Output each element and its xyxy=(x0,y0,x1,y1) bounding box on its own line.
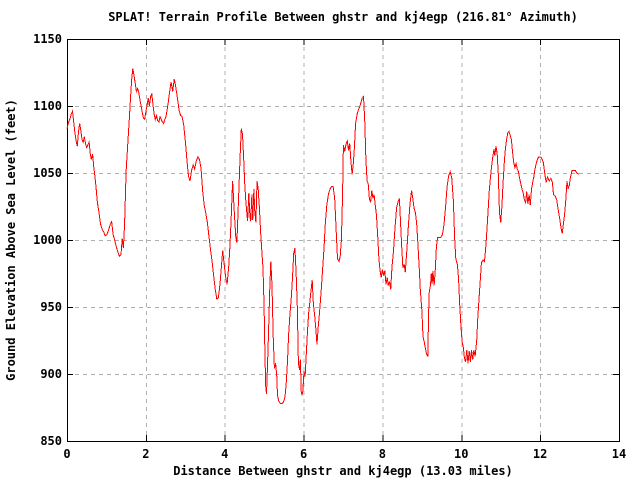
x-tick-label: 2 xyxy=(142,447,150,461)
x-tick-label: 4 xyxy=(221,447,229,461)
x-tick-label: 10 xyxy=(454,447,469,461)
x-tick-label: 14 xyxy=(611,447,627,461)
y-tick-label: 1000 xyxy=(33,233,62,247)
x-tick-label: 6 xyxy=(299,447,308,461)
y-tick-label: 850 xyxy=(40,434,62,448)
x-tick-label: 8 xyxy=(378,447,387,461)
y-tick-label: 950 xyxy=(40,300,62,314)
y-tick-label: 1050 xyxy=(33,166,62,180)
chart-title: SPLAT! Terrain Profile Between ghstr and… xyxy=(108,10,578,24)
x-tick-label: 0 xyxy=(63,447,71,461)
y-tick-label: 1150 xyxy=(33,32,62,46)
y-tick-label: 900 xyxy=(40,367,62,381)
terrain-profile-line xyxy=(66,68,580,404)
y-tick-label: 1100 xyxy=(33,99,62,113)
x-axis-title: Distance Between ghstr and kj4egp (13.03… xyxy=(173,464,513,478)
x-tick-label: 12 xyxy=(532,447,548,461)
